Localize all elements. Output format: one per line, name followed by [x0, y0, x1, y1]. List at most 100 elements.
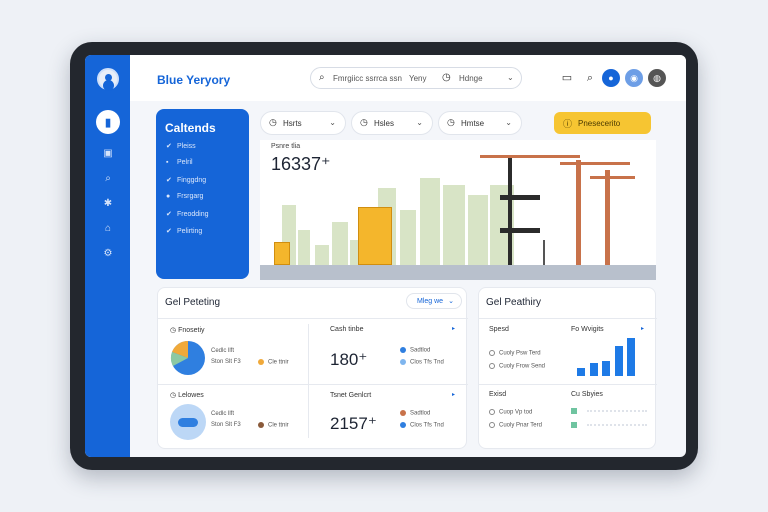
status-square [571, 422, 577, 428]
column-header: Fo Wvigits [571, 326, 604, 333]
notification-icon[interactable]: ● [602, 69, 620, 87]
building [420, 178, 440, 265]
list-item: Cuop Vp tod [489, 409, 532, 416]
category-item[interactable]: ✔ Pleiss [166, 143, 196, 150]
column-header: Cu Sbyies [571, 391, 603, 398]
stat-value: 2157⁺ [330, 414, 377, 433]
report-button[interactable]: ⓘ Pnesecerito [554, 112, 651, 134]
cloud-icon [178, 418, 198, 427]
search-filter-a[interactable]: Yeny [409, 74, 427, 83]
document-icon[interactable]: ▣ [103, 148, 113, 159]
home-icon[interactable]: ▮ [96, 110, 120, 134]
filter-dropdown-3[interactable]: ◷ Hmtse ⌄ [438, 111, 522, 135]
calendar-icon[interactable]: ▭ [561, 72, 573, 84]
section-subtitle: ◷ Fnosetiy [170, 327, 205, 334]
more-icon[interactable]: ▸ [452, 326, 456, 332]
check-icon: ✔ [166, 211, 172, 218]
dotted-track [587, 410, 647, 412]
building [468, 195, 488, 265]
category-item[interactable]: ▪ Pelril [166, 159, 193, 166]
panel-title: Gel Peteting [165, 297, 221, 308]
crane-mast [605, 170, 610, 265]
check-icon: ✔ [166, 143, 172, 150]
categories-title: Caltends [165, 121, 216, 135]
search-icon[interactable]: ⌕ [105, 173, 111, 184]
section-subtitle: ◷ Lelowes [170, 392, 204, 399]
chevron-down-icon: ⌄ [505, 118, 512, 127]
category-item[interactable]: ✔ Finggdng [166, 177, 207, 184]
clock-icon: ◷ [170, 327, 179, 334]
sidebar: ▮ ▣ ⌕ ✱ ⌂ ⚙ [85, 55, 130, 457]
gear-icon[interactable]: ⚙ [103, 248, 113, 259]
building [332, 222, 348, 265]
info-line: Ston Slt F3 [211, 359, 241, 365]
user-icon[interactable]: ◉ [625, 69, 643, 87]
info-line: Ston Slt F3 [211, 422, 241, 428]
crane-beam [500, 228, 540, 233]
square-icon: ▪ [166, 159, 169, 166]
divider [479, 384, 657, 385]
top-bar: Blue Yeryory ⌕ Fmrgiicc ssrrca ssn Yeny … [130, 55, 686, 101]
search-filter-b[interactable]: Hdnge [459, 74, 483, 83]
list-item: Cuoly Psw Terd [489, 350, 541, 357]
stat-title: Cash tinbe [330, 326, 364, 333]
left-stats-panel: Gel Peteting Mleg we ⌄ ◷ Fnosetiy Cedlc l… [157, 287, 468, 449]
avatar[interactable] [97, 68, 119, 90]
status-square [571, 408, 577, 414]
filter-dropdown-2[interactable]: ◷ Hsles ⌄ [351, 111, 433, 135]
category-item[interactable]: ✔ Pelirting [166, 228, 203, 235]
crane-jib [590, 176, 635, 179]
crane-jib [480, 155, 580, 158]
bell-icon[interactable]: ⌕ [586, 72, 594, 84]
chevron-down-icon: ⌄ [448, 298, 454, 305]
check-icon: ✔ [166, 228, 172, 235]
container-stack [358, 207, 392, 265]
legend-item: Sadtlod [400, 410, 430, 417]
search-icon: ⌕ [319, 72, 325, 83]
divider [308, 324, 309, 438]
info-icon: ⓘ [563, 119, 573, 129]
construction-illustration: Psnre tlia 16337⁺ [260, 140, 656, 280]
more-icon[interactable]: ▸ [641, 326, 645, 332]
bar-3 [615, 346, 623, 376]
search-bar[interactable]: ⌕ Fmrgiicc ssrrca ssn Yeny ◷ Hdnge ⌄ [310, 67, 522, 89]
crane-small [543, 240, 545, 265]
bar-4 [627, 338, 635, 376]
bar-1 [590, 363, 598, 376]
building [400, 210, 416, 265]
app-title: Blue Yeryory [157, 73, 231, 87]
list-item: Cuoly Pnar Terd [489, 422, 542, 429]
app-screen: ▮ ▣ ⌕ ✱ ⌂ ⚙ Blue Yeryory ⌕ Fmrgiicc ssrr… [85, 55, 686, 457]
stat-title: Tsnet Genlcrt [330, 392, 372, 399]
clock-icon: ◷ [442, 72, 451, 83]
more-icon[interactable]: ▸ [452, 392, 456, 398]
category-item[interactable]: ● Frsrgarg [166, 193, 204, 200]
building [443, 185, 465, 265]
clock-icon: ◷ [447, 117, 455, 127]
chevron-down-icon: ⌄ [416, 118, 423, 127]
bar-0 [577, 368, 585, 376]
clock-icon: ◷ [170, 392, 179, 399]
building-icon[interactable]: ⌂ [104, 223, 112, 234]
clock-icon: ◷ [360, 117, 368, 127]
hero-value: 16337⁺ [271, 154, 331, 174]
building [315, 245, 329, 265]
check-icon: ✔ [166, 177, 172, 184]
legend-item: Sadtlod [400, 347, 430, 354]
chevron-down-icon[interactable]: ⌄ [507, 73, 514, 82]
profile-icon[interactable]: ◍ [648, 69, 666, 87]
divider [479, 318, 657, 319]
crane-mast [508, 155, 512, 265]
search-input[interactable]: Fmrgiicc ssrrca ssn [333, 74, 402, 83]
building [298, 230, 310, 265]
settings-icon[interactable]: ✱ [103, 198, 113, 209]
hero-label: Psnre tlia [271, 143, 301, 150]
clock-icon: ◷ [269, 117, 277, 127]
panel-dropdown[interactable]: Mleg we ⌄ [406, 293, 462, 309]
list-item: Cuoly Frow Send [489, 363, 545, 370]
legend-item: Clos Tfs Tnd [400, 422, 444, 429]
category-item[interactable]: ✔ Freodding [166, 211, 209, 218]
dot-icon: ● [166, 193, 171, 200]
ground [260, 265, 656, 280]
filter-dropdown-1[interactable]: ◷ Hsrts ⌄ [260, 111, 346, 135]
